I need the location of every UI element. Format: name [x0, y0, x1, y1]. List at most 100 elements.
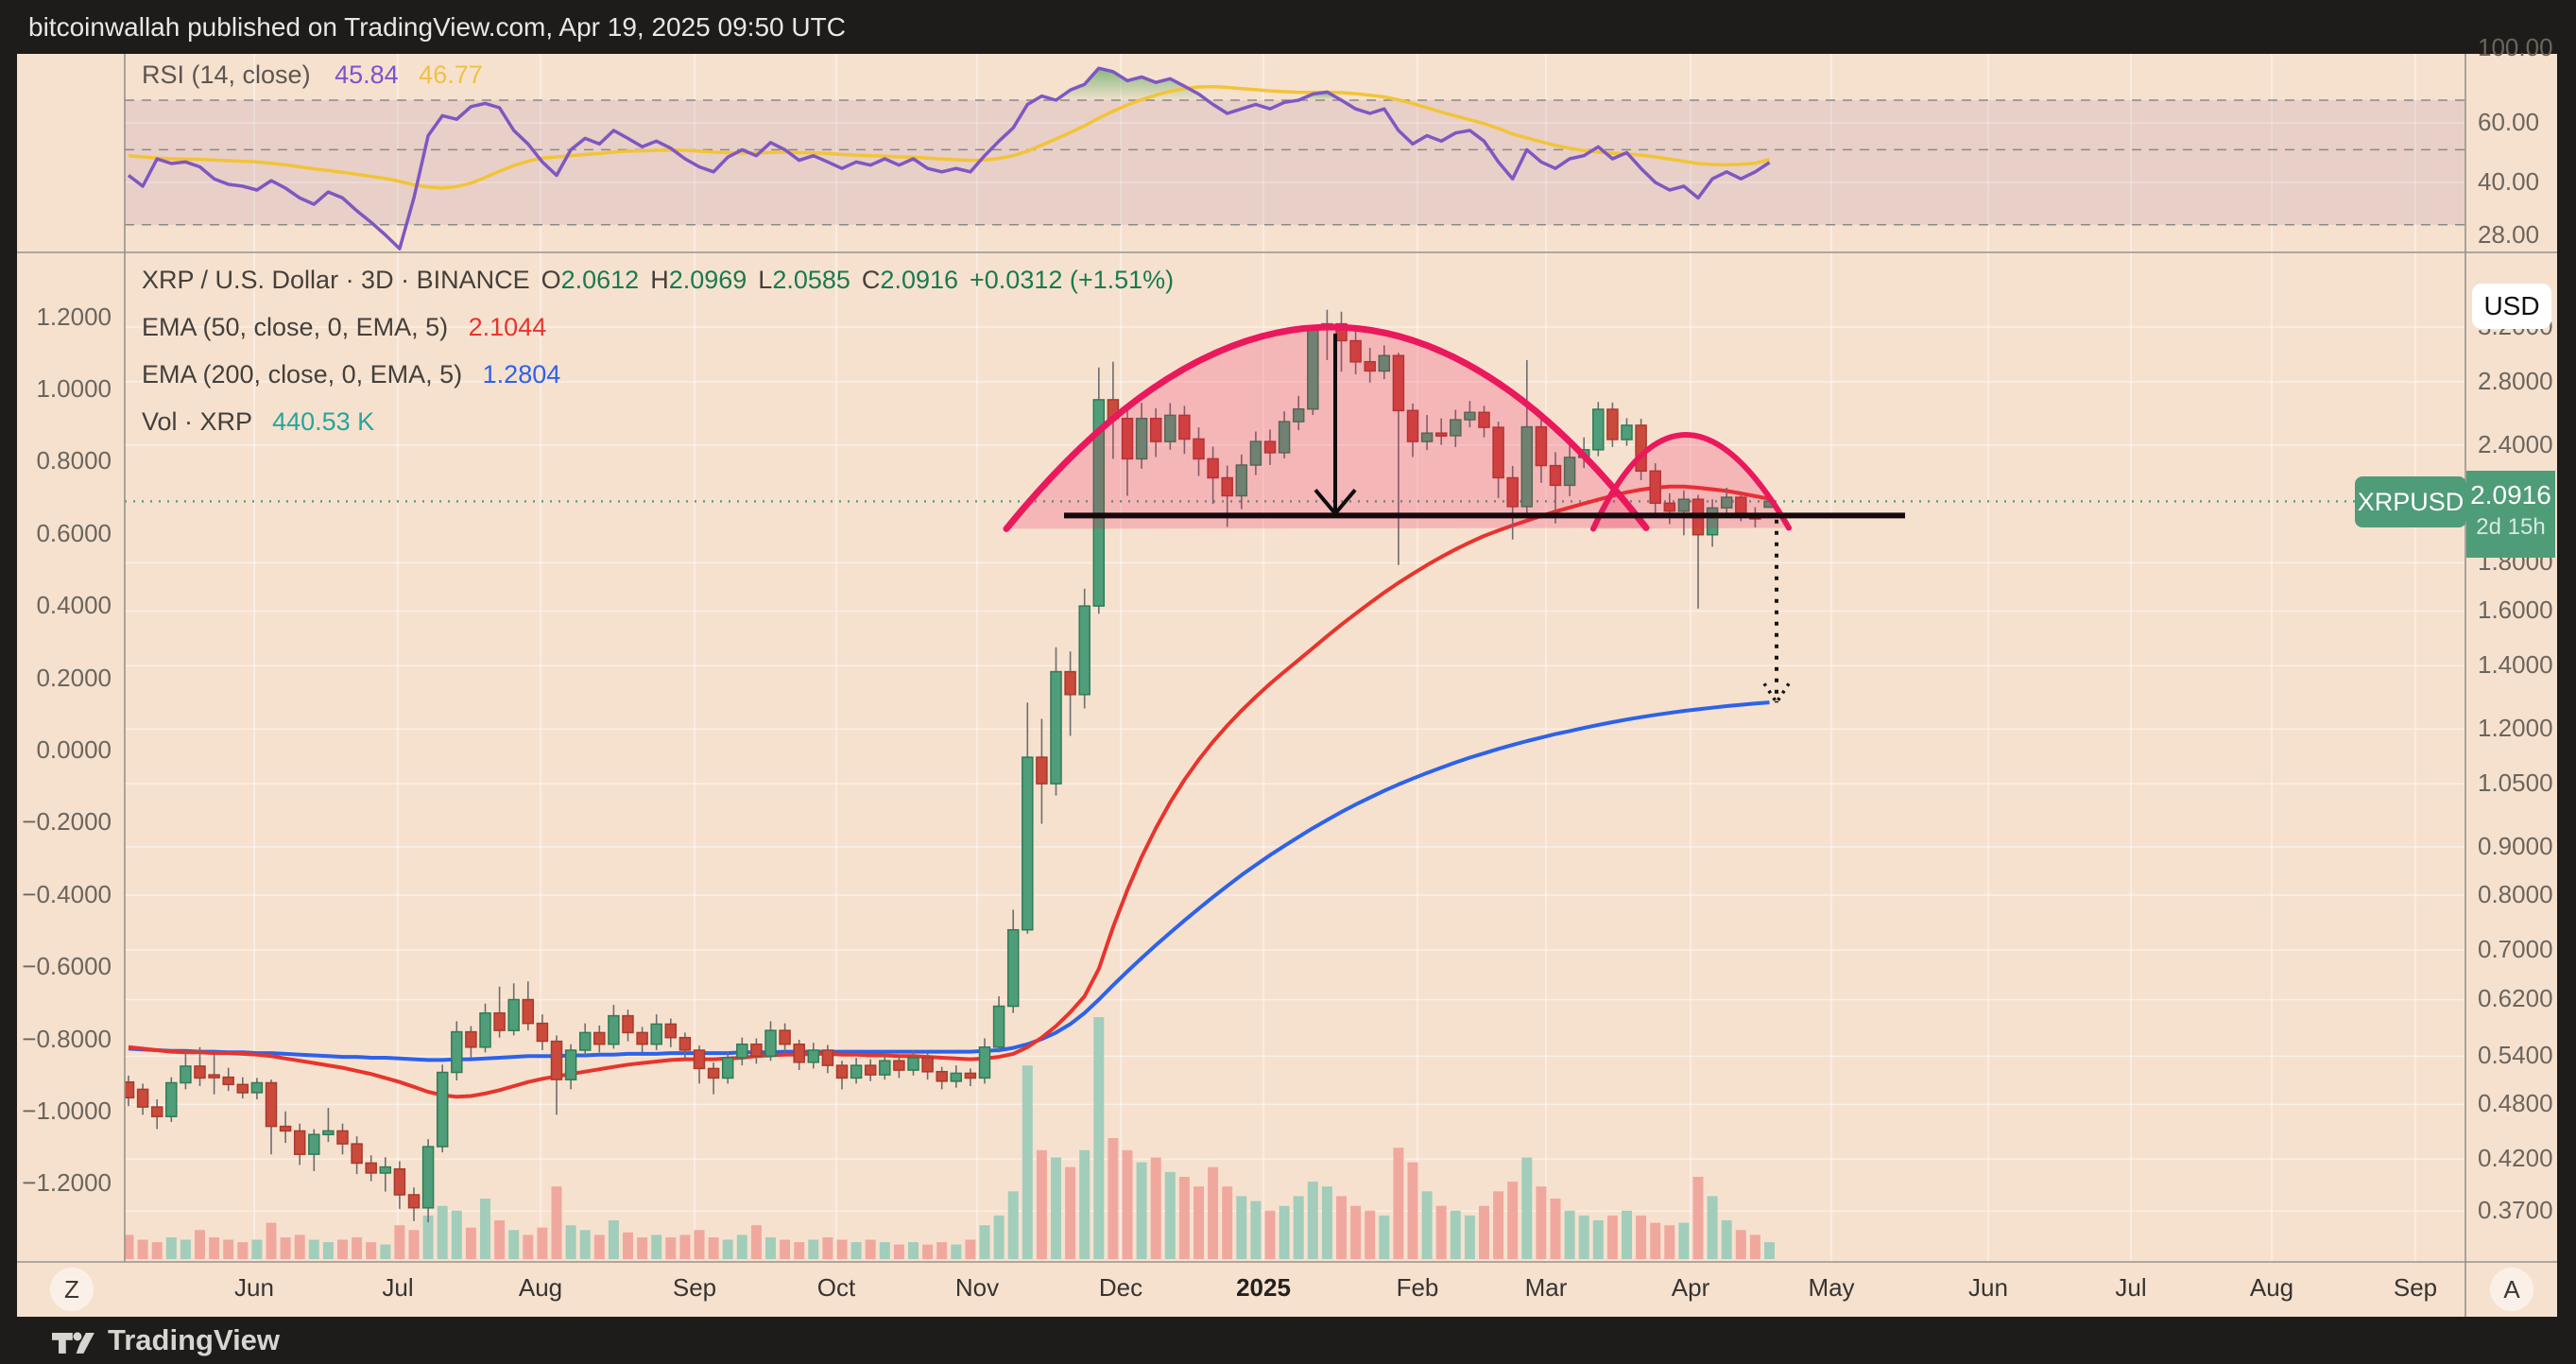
left-axis-label: −0.2000 — [22, 807, 112, 837]
pane-separators — [17, 54, 2557, 1317]
left-axis-label: 0.8000 — [36, 446, 112, 475]
time-axis-label: Jun — [234, 1273, 274, 1302]
time-axis-label: Apr — [1671, 1273, 1710, 1302]
ema200-legend-row: EMA (200, close, 0, EMA, 5) 1.2804 — [142, 360, 560, 389]
pattern-arc — [1590, 432, 1792, 532]
symbol-price-badge: XRPUSD — [2355, 476, 2466, 527]
rsi-line — [127, 66, 1771, 250]
time-axis-label: Mar — [1524, 1273, 1568, 1302]
last-price-badge: 2.0916 2d 15h — [2466, 471, 2555, 558]
rsi-band — [125, 100, 2465, 225]
price-axis-label: 1.0500 — [2478, 768, 2553, 798]
last-price: 2.0916 — [2470, 480, 2551, 509]
time-axis-label: May — [1808, 1273, 1855, 1302]
left-axis-label: −0.8000 — [22, 1024, 112, 1053]
price-axis-label: 0.3700 — [2478, 1196, 2553, 1225]
currency-usd-button[interactable]: USD — [2472, 284, 2551, 329]
ohlc-letter: O — [541, 266, 561, 294]
rsi-value: 45.84 — [335, 60, 399, 89]
left-axis-label: 0.0000 — [36, 735, 112, 764]
timezone-button[interactable]: Z — [50, 1268, 94, 1311]
change-value: +0.0312 (+1.51%) — [970, 266, 1175, 294]
left-axis-label: 0.6000 — [36, 518, 112, 547]
footer-bar: TradingView — [0, 1317, 2576, 1364]
target-dotted-arrow — [1762, 519, 1791, 704]
time-axis-label: Sep — [672, 1273, 717, 1302]
volume-legend-row: Vol · XRP 440.53 K — [142, 407, 374, 437]
ema50-legend-row: EMA (50, close, 0, EMA, 5) 2.1044 — [142, 313, 546, 342]
volume-series — [125, 1017, 1775, 1259]
left-axis-label: 0.4000 — [36, 591, 112, 620]
ema200-label: EMA (200, close, 0, EMA, 5) — [142, 360, 463, 388]
grid-lines — [125, 54, 2465, 1262]
left-axis-label: 0.2000 — [36, 663, 112, 692]
time-axis-label: Jul — [2115, 1273, 2147, 1302]
price-pane — [125, 309, 2465, 1259]
pattern-arc — [1003, 323, 1650, 532]
price-axis-label: 0.8000 — [2478, 879, 2553, 908]
price-axis-label: 0.7000 — [2478, 934, 2553, 963]
rsi-legend: RSI (14, close) 45.84 46.77 — [142, 60, 483, 90]
ema50-value: 2.1044 — [468, 313, 547, 341]
rsi-indicator — [125, 66, 2465, 250]
left-axis-label: −1.2000 — [22, 1168, 112, 1198]
time-axis-label: Oct — [816, 1273, 856, 1302]
symbol-title: XRP / U.S. Dollar · 3D · BINANCE — [142, 266, 530, 294]
volume-label: Vol · XRP — [142, 407, 252, 436]
price-axis-label: 1.6000 — [2478, 596, 2553, 625]
rsi-ma-value: 46.77 — [419, 60, 483, 89]
ohlc-number: 2.0916 — [880, 266, 959, 294]
left-axis-label: 1.2000 — [36, 302, 112, 331]
ohlc-values: O2.0612 H2.0969 L2.0585 C2.0916 — [530, 266, 958, 294]
time-axis-label: Jul — [382, 1273, 414, 1302]
time-axis-label: Aug — [518, 1273, 563, 1302]
left-axis-label: −0.4000 — [22, 879, 112, 908]
rsi-axis-label: 100.00 — [2478, 32, 2553, 61]
tradingview-logo-icon — [52, 1332, 94, 1354]
time-axis-label: 2025 — [1236, 1273, 1291, 1302]
time-axis-label: Sep — [2393, 1273, 2438, 1302]
ohlc-letter: L — [758, 266, 773, 294]
price-axis-label: 2.4000 — [2478, 429, 2553, 458]
ohlc-number: 2.0969 — [668, 266, 747, 294]
rsi-axis-label: 28.00 — [2478, 219, 2540, 249]
time-axis-label: Nov — [954, 1273, 1000, 1302]
footer-brand: TradingView — [108, 1323, 281, 1356]
auto-scale-button[interactable]: A — [2490, 1268, 2533, 1311]
left-axis-label: 1.0000 — [36, 374, 112, 403]
ema50-line — [128, 484, 1770, 1099]
ohlc-number: 2.0585 — [772, 266, 850, 294]
ohlc-number: 2.0612 — [560, 266, 640, 294]
left-axis-label: −1.0000 — [22, 1096, 112, 1125]
price-axis-label: 0.4200 — [2478, 1144, 2553, 1173]
price-axis-label: 1.4000 — [2478, 650, 2553, 680]
header-bar: bitcoinwallah published on TradingView.c… — [0, 0, 2576, 54]
rsi-ma-line — [128, 84, 1770, 190]
left-axis-label: −0.6000 — [22, 952, 112, 981]
time-axis-label: Jun — [1968, 1273, 2008, 1302]
rsi-axis-label: 40.00 — [2478, 167, 2540, 197]
volume-value: 440.53 K — [272, 407, 375, 436]
time-axis-label: Dec — [1098, 1273, 1143, 1302]
ema50-label: EMA (50, close, 0, EMA, 5) — [142, 313, 449, 341]
price-axis-label: 1.2000 — [2478, 714, 2553, 743]
main-legend-symbol-row: XRP / U.S. Dollar · 3D · BINANCE O2.0612 H… — [142, 266, 1174, 295]
price-axis-label: 2.8000 — [2478, 366, 2553, 395]
header-title: bitcoinwallah published on TradingView.c… — [28, 12, 846, 42]
price-axis-label: 0.9000 — [2478, 831, 2553, 860]
candlestick-series — [125, 309, 1776, 1223]
ohlc-letter: H — [650, 266, 669, 294]
price-axis-label: 0.6200 — [2478, 984, 2553, 1013]
breakdown-arrow — [1314, 333, 1357, 517]
rsi-legend-label: RSI (14, close) — [142, 60, 311, 89]
rsi-axis-label: 60.00 — [2478, 108, 2540, 136]
ohlc-letter: C — [861, 266, 881, 294]
ema200-line — [128, 700, 1770, 1062]
time-axis-label: Aug — [2249, 1273, 2294, 1302]
price-axis-label: 0.5400 — [2478, 1041, 2553, 1070]
bar-countdown: 2d 15h — [2476, 514, 2546, 540]
time-axis-label: Feb — [1396, 1273, 1439, 1302]
ema200-value: 1.2804 — [482, 360, 561, 388]
